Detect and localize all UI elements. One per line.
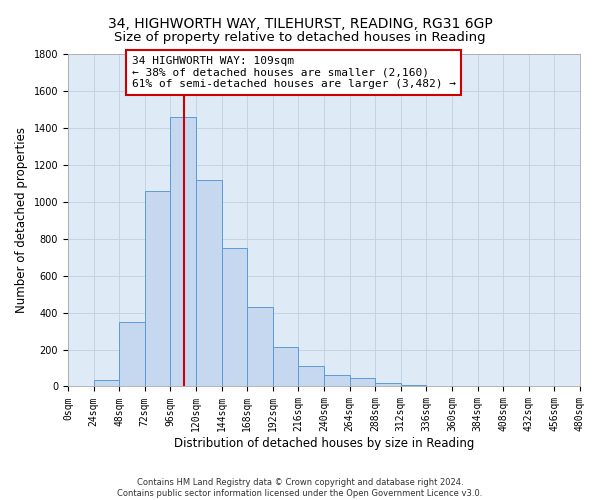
Bar	[119, 322, 145, 386]
X-axis label: Distribution of detached houses by size in Reading: Distribution of detached houses by size …	[174, 437, 474, 450]
Bar	[273, 347, 298, 387]
Text: Size of property relative to detached houses in Reading: Size of property relative to detached ho…	[114, 31, 486, 44]
Bar	[221, 248, 247, 386]
Bar	[375, 383, 401, 386]
Bar	[94, 380, 119, 386]
Bar	[196, 180, 221, 386]
Bar	[324, 376, 350, 386]
Y-axis label: Number of detached properties: Number of detached properties	[15, 127, 28, 313]
Bar	[350, 378, 375, 386]
Text: Contains HM Land Registry data © Crown copyright and database right 2024.
Contai: Contains HM Land Registry data © Crown c…	[118, 478, 482, 498]
Text: 34, HIGHWORTH WAY, TILEHURST, READING, RG31 6GP: 34, HIGHWORTH WAY, TILEHURST, READING, R…	[107, 18, 493, 32]
Bar	[401, 384, 427, 386]
Bar	[145, 190, 170, 386]
Bar	[170, 117, 196, 386]
Bar	[247, 307, 273, 386]
Bar	[298, 366, 324, 386]
Text: 34 HIGHWORTH WAY: 109sqm
← 38% of detached houses are smaller (2,160)
61% of sem: 34 HIGHWORTH WAY: 109sqm ← 38% of detach…	[132, 56, 456, 89]
